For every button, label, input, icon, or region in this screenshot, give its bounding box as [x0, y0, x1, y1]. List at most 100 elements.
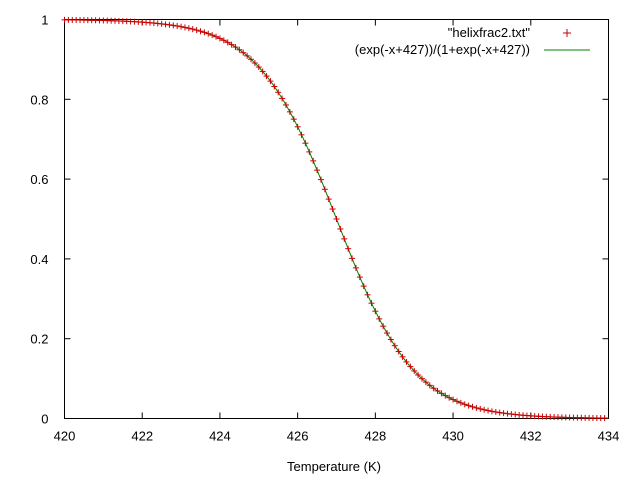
data-point [345, 245, 352, 252]
data-point [341, 235, 348, 242]
data-point [314, 167, 321, 174]
data-point [317, 176, 324, 183]
data-point [298, 131, 305, 138]
data-point [251, 60, 258, 67]
data-point [325, 196, 332, 203]
data-point [438, 390, 445, 397]
data-point [224, 39, 231, 46]
data-point [282, 101, 289, 108]
x-tick-label: 434 [598, 429, 620, 444]
data-point [360, 283, 367, 290]
data-point [403, 358, 410, 365]
data-point [352, 264, 359, 271]
data-point [205, 30, 212, 37]
data-point [290, 116, 297, 123]
data-point [442, 392, 449, 399]
data-point [407, 363, 414, 370]
data-point [197, 28, 204, 35]
y-tick-label: 0.2 [30, 332, 48, 347]
data-point [415, 371, 422, 378]
y-tick-label: 0.8 [30, 92, 48, 107]
data-point [496, 409, 503, 416]
data-point [181, 24, 188, 31]
y-tick-label: 1 [41, 13, 48, 28]
data-point [453, 398, 460, 405]
data-point [601, 415, 608, 422]
data-point [174, 23, 181, 30]
data-point [333, 216, 340, 222]
data-point [228, 41, 235, 48]
data-point [364, 291, 371, 298]
data-point [426, 382, 433, 389]
data-points-layer [61, 16, 608, 422]
data-point [372, 308, 379, 315]
data-point [166, 21, 173, 28]
data-point [201, 29, 208, 36]
legend-label-data: "helixfrac2.txt" [448, 25, 531, 40]
data-point [294, 123, 301, 130]
data-point [391, 342, 398, 349]
legend: "helixfrac2.txt" (exp(-x+427))/(1+exp(-x… [355, 25, 590, 57]
data-point [434, 387, 441, 394]
x-tick-label: 430 [442, 429, 464, 444]
data-point [356, 274, 363, 281]
data-point [422, 379, 429, 386]
data-point [387, 336, 394, 343]
data-point [286, 108, 293, 115]
data-point [380, 323, 387, 330]
data-point [236, 46, 243, 53]
y-tick-label: 0 [41, 412, 48, 427]
data-point [310, 157, 317, 164]
data-point [248, 56, 255, 63]
data-point [213, 33, 220, 40]
data-point [418, 375, 425, 382]
data-point [306, 148, 313, 155]
x-tick-label: 424 [209, 429, 231, 444]
data-point [500, 410, 507, 417]
data-point [469, 403, 476, 410]
data-point [349, 255, 356, 262]
data-point [189, 26, 196, 33]
data-point [255, 64, 262, 71]
data-point [209, 32, 216, 39]
data-point [267, 78, 274, 85]
data-point [477, 405, 484, 412]
x-axis-ticks: 420 422 424 426 428 430 432 434 [54, 19, 620, 444]
data-point [473, 404, 480, 411]
data-point [457, 399, 464, 406]
data-point [430, 385, 437, 392]
data-point [461, 401, 468, 408]
data-point [485, 407, 492, 414]
data-point [395, 348, 402, 355]
data-point [492, 408, 499, 415]
data-point [162, 21, 169, 28]
data-point [193, 27, 200, 34]
data-point [321, 186, 328, 193]
data-point [279, 95, 286, 102]
data-point [263, 73, 270, 80]
data-point [446, 394, 453, 401]
data-point [329, 206, 336, 213]
data-point [302, 140, 309, 147]
data-point [185, 25, 192, 32]
data-point [244, 52, 251, 59]
x-tick-label: 428 [365, 429, 387, 444]
data-point [450, 396, 457, 403]
y-axis-ticks: 0 0.2 0.4 0.6 0.8 1 [30, 13, 609, 427]
data-point [481, 406, 488, 413]
data-point [411, 367, 418, 374]
data-point [488, 408, 495, 415]
data-point [271, 83, 278, 90]
legend-marker-data [563, 29, 571, 37]
data-point [275, 89, 282, 96]
y-tick-label: 0.4 [30, 252, 48, 267]
data-point [220, 37, 227, 44]
data-point [368, 300, 375, 307]
legend-label-fit: (exp(-x+427))/(1+exp(-x+427)) [355, 42, 530, 57]
data-point [384, 330, 391, 337]
data-point [376, 315, 383, 322]
x-tick-label: 432 [520, 429, 542, 444]
data-point [337, 225, 344, 232]
x-tick-label: 422 [131, 429, 153, 444]
